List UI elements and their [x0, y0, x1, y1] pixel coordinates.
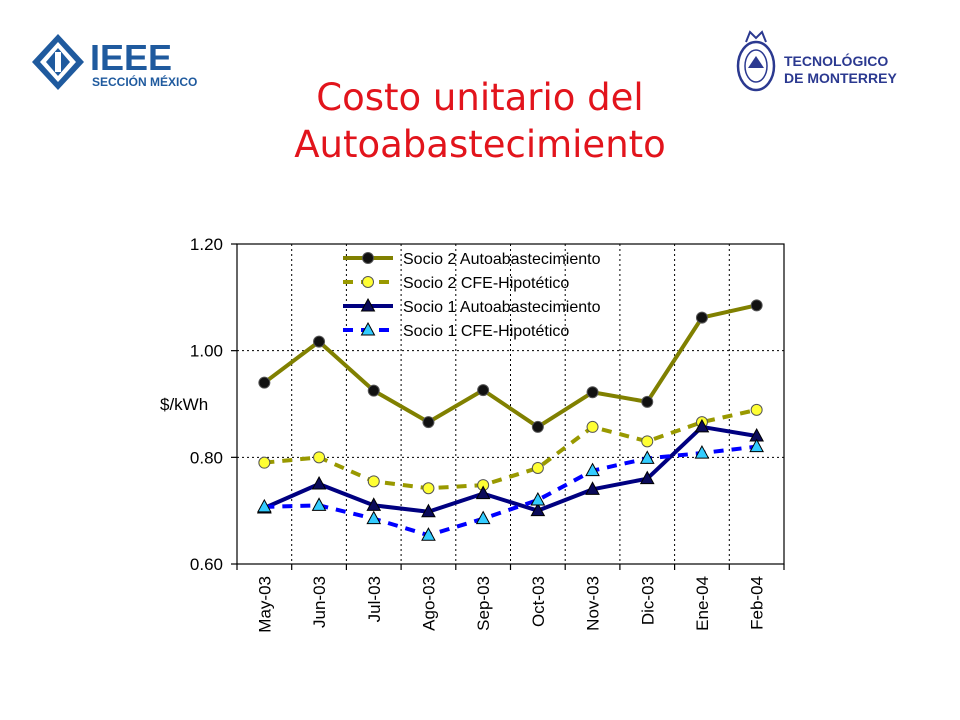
series-point [694, 445, 710, 459]
legend-label: Socio 2 CFE-Hipotético [403, 275, 569, 292]
ieee-logo-subtext: SECCIÓN MÉXICO [92, 74, 197, 89]
x-tick-label: Jun-03 [310, 576, 329, 628]
series-2 [258, 403, 763, 495]
y-tick-label: 1.20 [190, 235, 223, 254]
x-tick-label: Jul-03 [365, 576, 384, 622]
series-point [531, 462, 544, 474]
series-point [585, 481, 600, 495]
x-tick-label: Ago-03 [419, 576, 438, 631]
series-point [311, 497, 327, 511]
series-point [694, 418, 710, 433]
series-point [258, 456, 271, 469]
slide-title-line1: Costo unitario del [316, 76, 644, 119]
series-point [750, 299, 763, 312]
x-tick-label: Ene-04 [693, 576, 712, 631]
series-1 [258, 299, 763, 433]
legend-label: Socio 1 CFE-Hipotético [403, 323, 569, 340]
series-point [475, 485, 491, 500]
chart-legend: Socio 2 Autoabastecimiento Socio 2 CFE-Hi… [343, 251, 601, 340]
legend-item: Socio 1 Autoabastecimiento [343, 297, 601, 316]
ieee-logo-text: IEEE [90, 37, 172, 78]
legend-item: Socio 2 CFE-Hipotético [343, 275, 569, 292]
legend-marker [362, 276, 374, 288]
series-point [530, 502, 546, 517]
chart-grid [237, 244, 784, 564]
series-point [639, 470, 655, 485]
tec-logo-line1: TECNOLÓGICO [784, 52, 888, 69]
series-4 [257, 438, 764, 541]
series-point [313, 335, 326, 348]
series-point [750, 403, 763, 416]
series-point [257, 498, 272, 513]
series-point [366, 510, 382, 525]
tec-seal-icon [736, 30, 776, 92]
series-line [263, 424, 757, 514]
legend-marker [360, 321, 376, 336]
tec-logo: TECNOLÓGICO DE MONTERREY [736, 30, 897, 92]
series-point [477, 384, 490, 397]
series-3 [257, 418, 764, 518]
ieee-diamond-icon [32, 34, 84, 90]
series-point [586, 386, 599, 399]
x-tick-label: Dic-03 [638, 576, 657, 625]
legend-item: Socio 1 CFE-Hipotético [343, 321, 569, 340]
legend-label: Socio 1 Autoabastecimiento [403, 299, 601, 316]
series-point [422, 416, 435, 429]
x-axis: May-03 Jun-03 Jul-03 Ago-03 Sep-03 Oct-03 Nov-… [236, 564, 785, 633]
legend-item: Socio 2 Autoabastecimiento [343, 251, 601, 268]
series-point [421, 527, 436, 541]
legend-marker [362, 252, 374, 264]
x-tick-label: Nov-03 [584, 576, 603, 631]
series-point [530, 491, 546, 506]
series-point [367, 475, 380, 488]
series-line [264, 444, 757, 538]
series-point [366, 497, 382, 511]
tec-logo-line2: DE MONTERREY [784, 70, 897, 86]
y-tick-label: 0.80 [190, 448, 223, 467]
series-point [531, 420, 544, 433]
slide-title-line2: Autoabastecimiento [294, 123, 666, 166]
y-axis-label: $/kWh [160, 395, 208, 414]
y-axis: 0.60 0.80 1.00 1.20 [190, 235, 237, 574]
series-point [639, 450, 655, 464]
legend-label: Socio 2 Autoabastecimiento [403, 251, 601, 268]
series-line [264, 407, 758, 491]
y-tick-label: 0.60 [190, 555, 223, 574]
series-point [258, 376, 271, 389]
series-line [263, 303, 758, 429]
y-tick-label: 1.00 [190, 342, 223, 361]
series-point [695, 311, 708, 324]
x-tick-label: May-03 [255, 576, 274, 633]
series-point [586, 420, 599, 433]
series-point [585, 462, 600, 477]
slide-title: Costo unitario del Autoabastecimiento [0, 74, 960, 168]
x-tick-label: Oct-03 [529, 576, 548, 627]
chart-series [257, 299, 764, 541]
series-point [367, 384, 380, 397]
series-point [749, 438, 764, 453]
series-point [311, 475, 327, 490]
x-tick-label: Sep-03 [474, 576, 493, 631]
series-point [641, 395, 654, 408]
series-point [641, 435, 654, 448]
legend-marker [360, 297, 376, 312]
series-point [421, 503, 436, 518]
series-point [313, 451, 326, 464]
ieee-logo: IEEE SECCIÓN MÉXICO [32, 34, 197, 90]
series-point [422, 482, 435, 495]
x-tick-label: Feb-04 [748, 576, 767, 630]
series-point [475, 510, 491, 525]
